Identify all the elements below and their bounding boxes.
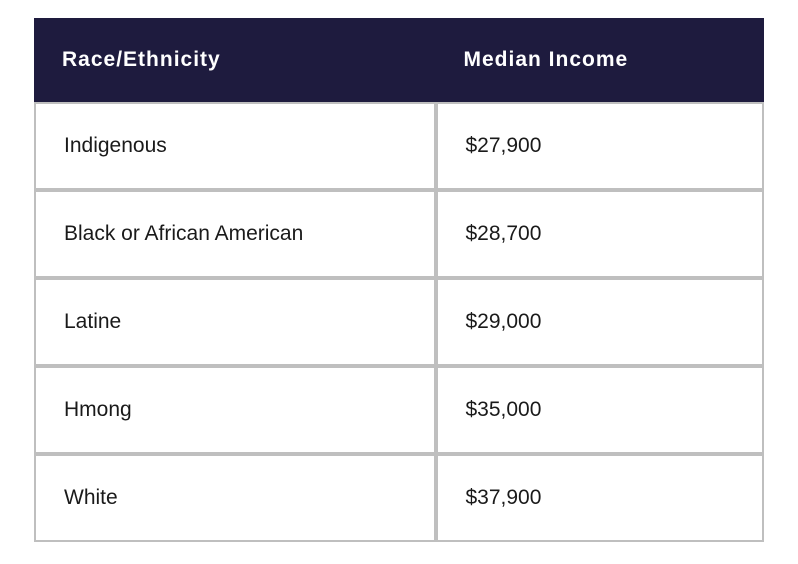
cell-race: Latine — [34, 278, 436, 366]
cell-race: Black or African American — [34, 190, 436, 278]
cell-income: $29,000 — [436, 278, 765, 366]
cell-income: $35,000 — [436, 366, 765, 454]
cell-income: $28,700 — [436, 190, 765, 278]
table-row: White $37,900 — [34, 454, 764, 542]
table-row: Black or African American $28,700 — [34, 190, 764, 278]
cell-income: $37,900 — [436, 454, 765, 542]
cell-race: White — [34, 454, 436, 542]
cell-race: Indigenous — [34, 102, 436, 190]
cell-race: Hmong — [34, 366, 436, 454]
cell-income: $27,900 — [436, 102, 765, 190]
table-header-row: Race/Ethnicity Median Income — [34, 18, 764, 102]
income-table: Race/Ethnicity Median Income Indigenous … — [34, 18, 764, 542]
col-header-race: Race/Ethnicity — [34, 18, 436, 102]
table-row: Latine $29,000 — [34, 278, 764, 366]
table-row: Indigenous $27,900 — [34, 102, 764, 190]
col-header-income: Median Income — [436, 18, 765, 102]
table-row: Hmong $35,000 — [34, 366, 764, 454]
